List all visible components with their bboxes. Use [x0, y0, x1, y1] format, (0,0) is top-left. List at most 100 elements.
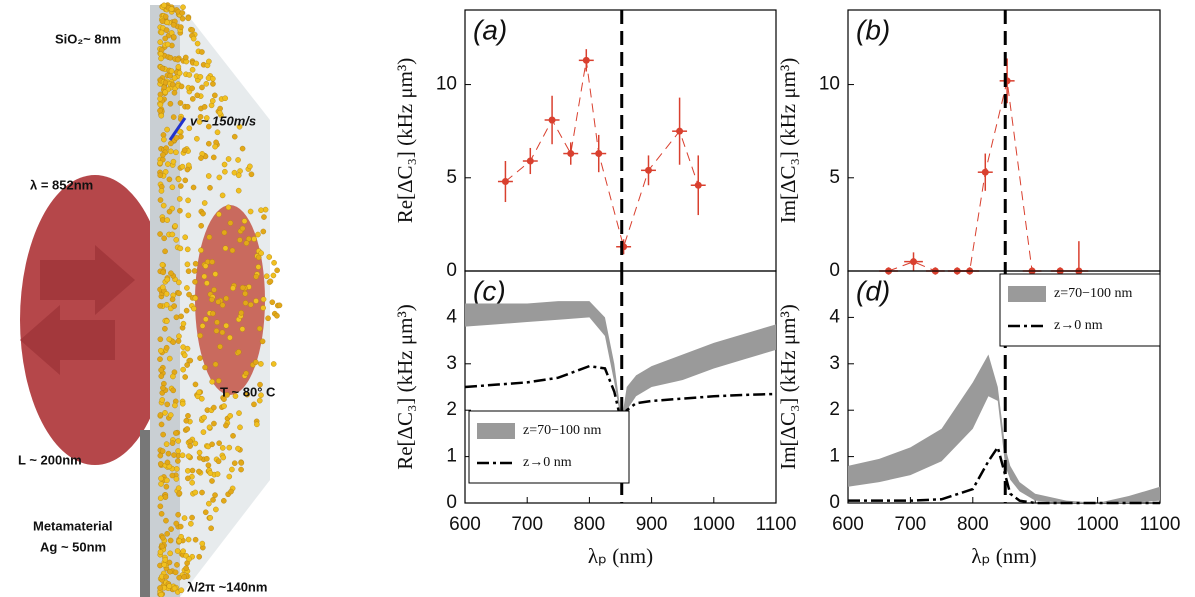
atom: [215, 299, 222, 305]
atom: [254, 421, 260, 428]
point: [644, 166, 652, 174]
atom: [207, 470, 214, 476]
point: [910, 258, 918, 266]
atom: [210, 497, 216, 503]
atom: [226, 444, 233, 451]
atom: [192, 260, 199, 267]
label: λ/2π ~140nm: [187, 579, 267, 594]
atom: [185, 453, 192, 460]
atom: [159, 65, 166, 72]
atom: [163, 441, 170, 447]
atom: [209, 378, 215, 385]
atom: [174, 548, 181, 554]
atom: [206, 140, 212, 147]
atom: [180, 320, 187, 327]
atom: [200, 429, 207, 435]
atom: [177, 183, 184, 189]
legend-label: z=70−100 nm: [1054, 286, 1133, 301]
atom: [206, 234, 213, 240]
atom: [212, 271, 219, 277]
atom: [216, 211, 222, 218]
point: [501, 178, 509, 186]
atom: [207, 184, 213, 191]
atom: [192, 295, 199, 302]
atom: [162, 13, 169, 20]
atom: [189, 514, 195, 521]
atom: [157, 356, 163, 363]
atom: [194, 135, 200, 142]
atom: [242, 300, 249, 306]
y-axis-label: Im[ΔC₃] (kHz μm³): [776, 58, 800, 224]
atom: [158, 510, 165, 517]
atom: [204, 455, 210, 462]
atom: [173, 476, 180, 482]
atom: [212, 143, 218, 150]
atom: [197, 355, 203, 361]
atom: [169, 184, 176, 191]
atom: [158, 421, 165, 428]
atom: [187, 357, 194, 364]
atom: [175, 176, 182, 183]
y-tick-label: 1: [829, 446, 840, 467]
atom: [231, 169, 238, 176]
atom: [170, 339, 177, 345]
atom: [181, 515, 188, 521]
atom: [259, 338, 266, 345]
atom: [163, 27, 170, 33]
atom: [183, 307, 190, 314]
atom: [170, 34, 177, 40]
label: L ~ 200nm: [18, 452, 82, 467]
atom: [199, 84, 205, 91]
atom: [164, 217, 171, 223]
atom: [157, 303, 163, 309]
x-tick-label: 700: [511, 514, 543, 535]
atom: [210, 154, 217, 161]
atom: [231, 460, 238, 466]
atom: [214, 129, 221, 136]
atom: [158, 29, 165, 36]
atom: [193, 60, 200, 67]
point: [567, 150, 575, 158]
atom: [164, 477, 170, 484]
atom: [173, 149, 179, 156]
atom: [170, 22, 177, 28]
point: [981, 168, 989, 176]
atom: [180, 548, 186, 554]
atom: [222, 245, 229, 252]
legend-swatch: [477, 423, 515, 439]
atom: [227, 334, 233, 341]
panel-title: (c): [473, 275, 506, 306]
atom: [247, 163, 253, 170]
atom: [163, 574, 169, 580]
atom: [231, 133, 238, 140]
atom: [185, 475, 191, 482]
atom: [173, 237, 180, 243]
atom: [255, 231, 261, 238]
atom: [176, 196, 183, 202]
atom: [184, 345, 191, 352]
atom: [182, 374, 188, 380]
atom: [168, 526, 174, 532]
atom: [163, 517, 169, 524]
atom: [255, 254, 262, 261]
atom: [248, 301, 254, 308]
atom: [209, 441, 215, 448]
atom: [157, 503, 164, 510]
atom: [209, 478, 215, 484]
atom: [192, 279, 198, 285]
atom: [196, 449, 203, 456]
x-tick-label: 700: [895, 514, 927, 535]
atom: [166, 355, 173, 362]
atom: [230, 433, 236, 439]
atom: [205, 173, 212, 179]
atom: [158, 112, 165, 119]
atom: [201, 104, 208, 110]
atom: [162, 556, 169, 563]
atom: [237, 237, 243, 243]
atom: [165, 450, 172, 457]
atom: [189, 479, 195, 486]
y-axis-label: Re[ΔC₃] (kHz μm³): [393, 304, 417, 470]
atom: [185, 468, 191, 474]
label: v ~ 150m/s: [190, 113, 256, 128]
atom: [169, 472, 176, 479]
